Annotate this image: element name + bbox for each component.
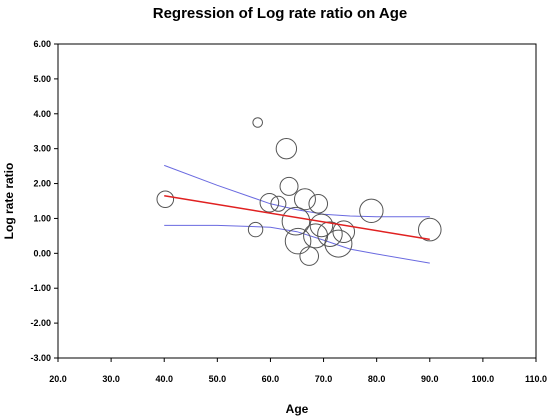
data-point bbox=[247, 221, 264, 238]
x-tick-label: 100.0 bbox=[472, 374, 495, 384]
data-points bbox=[156, 117, 442, 266]
data-point bbox=[252, 117, 263, 128]
x-tick-label: 110.0 bbox=[525, 374, 547, 384]
x-tick-label: 40.0 bbox=[155, 374, 173, 384]
regression-layer bbox=[164, 195, 430, 241]
data-point bbox=[359, 198, 384, 223]
x-axis-label: Age bbox=[286, 402, 309, 416]
data-point bbox=[303, 223, 329, 249]
data-point bbox=[417, 217, 442, 242]
data-point bbox=[270, 195, 287, 212]
data-point bbox=[279, 176, 299, 196]
x-tick-label: 20.0 bbox=[49, 374, 67, 384]
confidence-band bbox=[164, 164, 430, 264]
x-tick-label: 70.0 bbox=[315, 374, 333, 384]
data-point bbox=[299, 246, 320, 266]
y-tick-label: 2.00 bbox=[33, 179, 51, 189]
y-tick-label: 5.00 bbox=[33, 74, 51, 84]
x-tick-label: 50.0 bbox=[209, 374, 227, 384]
data-point bbox=[284, 227, 312, 255]
ci-lower-line bbox=[164, 224, 430, 264]
x-axis: 20.0 30.0 40.0 50.0 60.0 70.0 80.0 90.0 100.0 110… bbox=[49, 358, 547, 384]
y-tick-label: 6.00 bbox=[33, 39, 51, 49]
y-axis: 6.00 5.00 4.00 3.00 2.00 1.00 0.00 -1.00 -2.00 -3… bbox=[30, 39, 58, 363]
y-tick-label: 0.00 bbox=[33, 248, 51, 258]
regression-line bbox=[164, 195, 430, 241]
data-point bbox=[156, 190, 175, 209]
y-tick-label: 3.00 bbox=[33, 144, 51, 154]
x-tick-label: 60.0 bbox=[262, 374, 280, 384]
data-point bbox=[317, 221, 343, 247]
y-tick-label: -1.00 bbox=[30, 283, 51, 293]
data-point bbox=[324, 229, 353, 258]
x-tick-label: 90.0 bbox=[421, 374, 439, 384]
y-tick-label: -3.00 bbox=[30, 353, 51, 363]
plot-frame bbox=[57, 43, 537, 359]
data-point bbox=[309, 213, 334, 238]
y-tick-label: 1.00 bbox=[33, 213, 51, 223]
y-tick-label: -2.00 bbox=[30, 318, 51, 328]
y-tick-label: 4.00 bbox=[33, 109, 51, 119]
data-point bbox=[293, 188, 316, 211]
data-point bbox=[308, 193, 329, 214]
x-tick-label: 30.0 bbox=[102, 374, 120, 384]
x-tick-label: 80.0 bbox=[368, 374, 386, 384]
chart-title: Regression of Log rate ratio on Age bbox=[153, 5, 407, 22]
data-point bbox=[275, 137, 298, 160]
ci-upper-line bbox=[164, 164, 430, 218]
data-point bbox=[332, 220, 356, 244]
data-point bbox=[259, 192, 280, 213]
y-axis-label: Log rate ratio bbox=[2, 163, 16, 240]
data-point bbox=[281, 206, 311, 236]
